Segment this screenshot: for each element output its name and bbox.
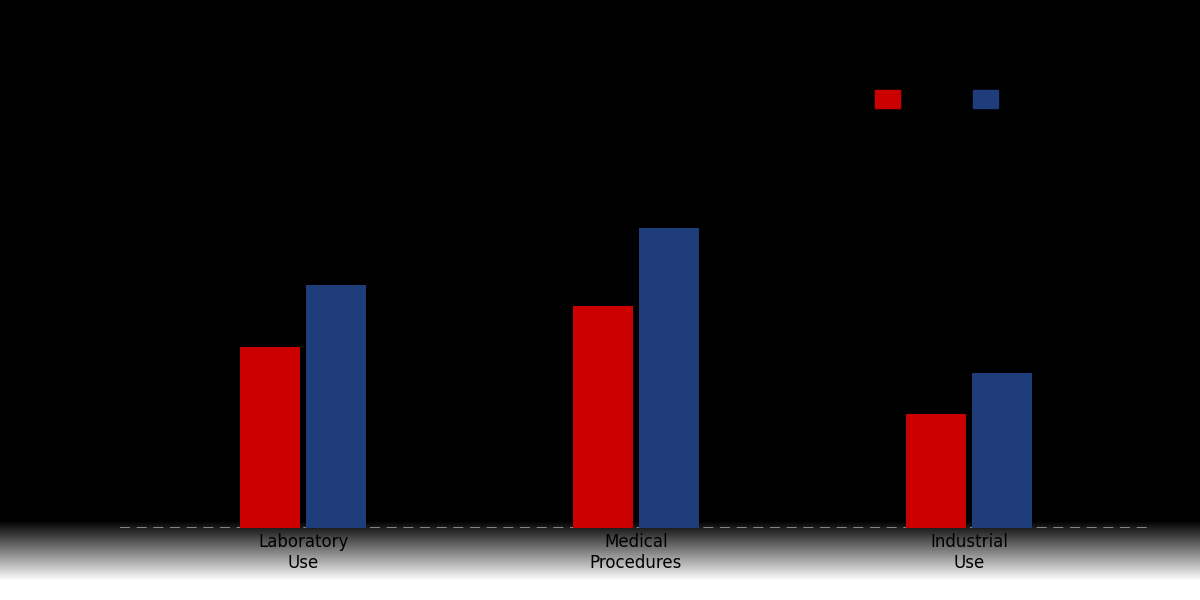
Bar [306, 285, 366, 528]
Text: Measured Volume Burette Set Market, By Application, 2023 & 2032: Measured Volume Burette Set Market, By A… [48, 18, 1028, 46]
Bar [972, 373, 1032, 528]
Bar [640, 229, 700, 528]
Bar [240, 347, 300, 528]
Legend: 2023, 2032: 2023, 2032 [868, 83, 1061, 116]
Text: 0.35: 0.35 [220, 327, 260, 345]
Bar [906, 415, 966, 528]
Y-axis label: Market Size in USD Billion: Market Size in USD Billion [91, 235, 109, 449]
Bar [572, 306, 632, 528]
